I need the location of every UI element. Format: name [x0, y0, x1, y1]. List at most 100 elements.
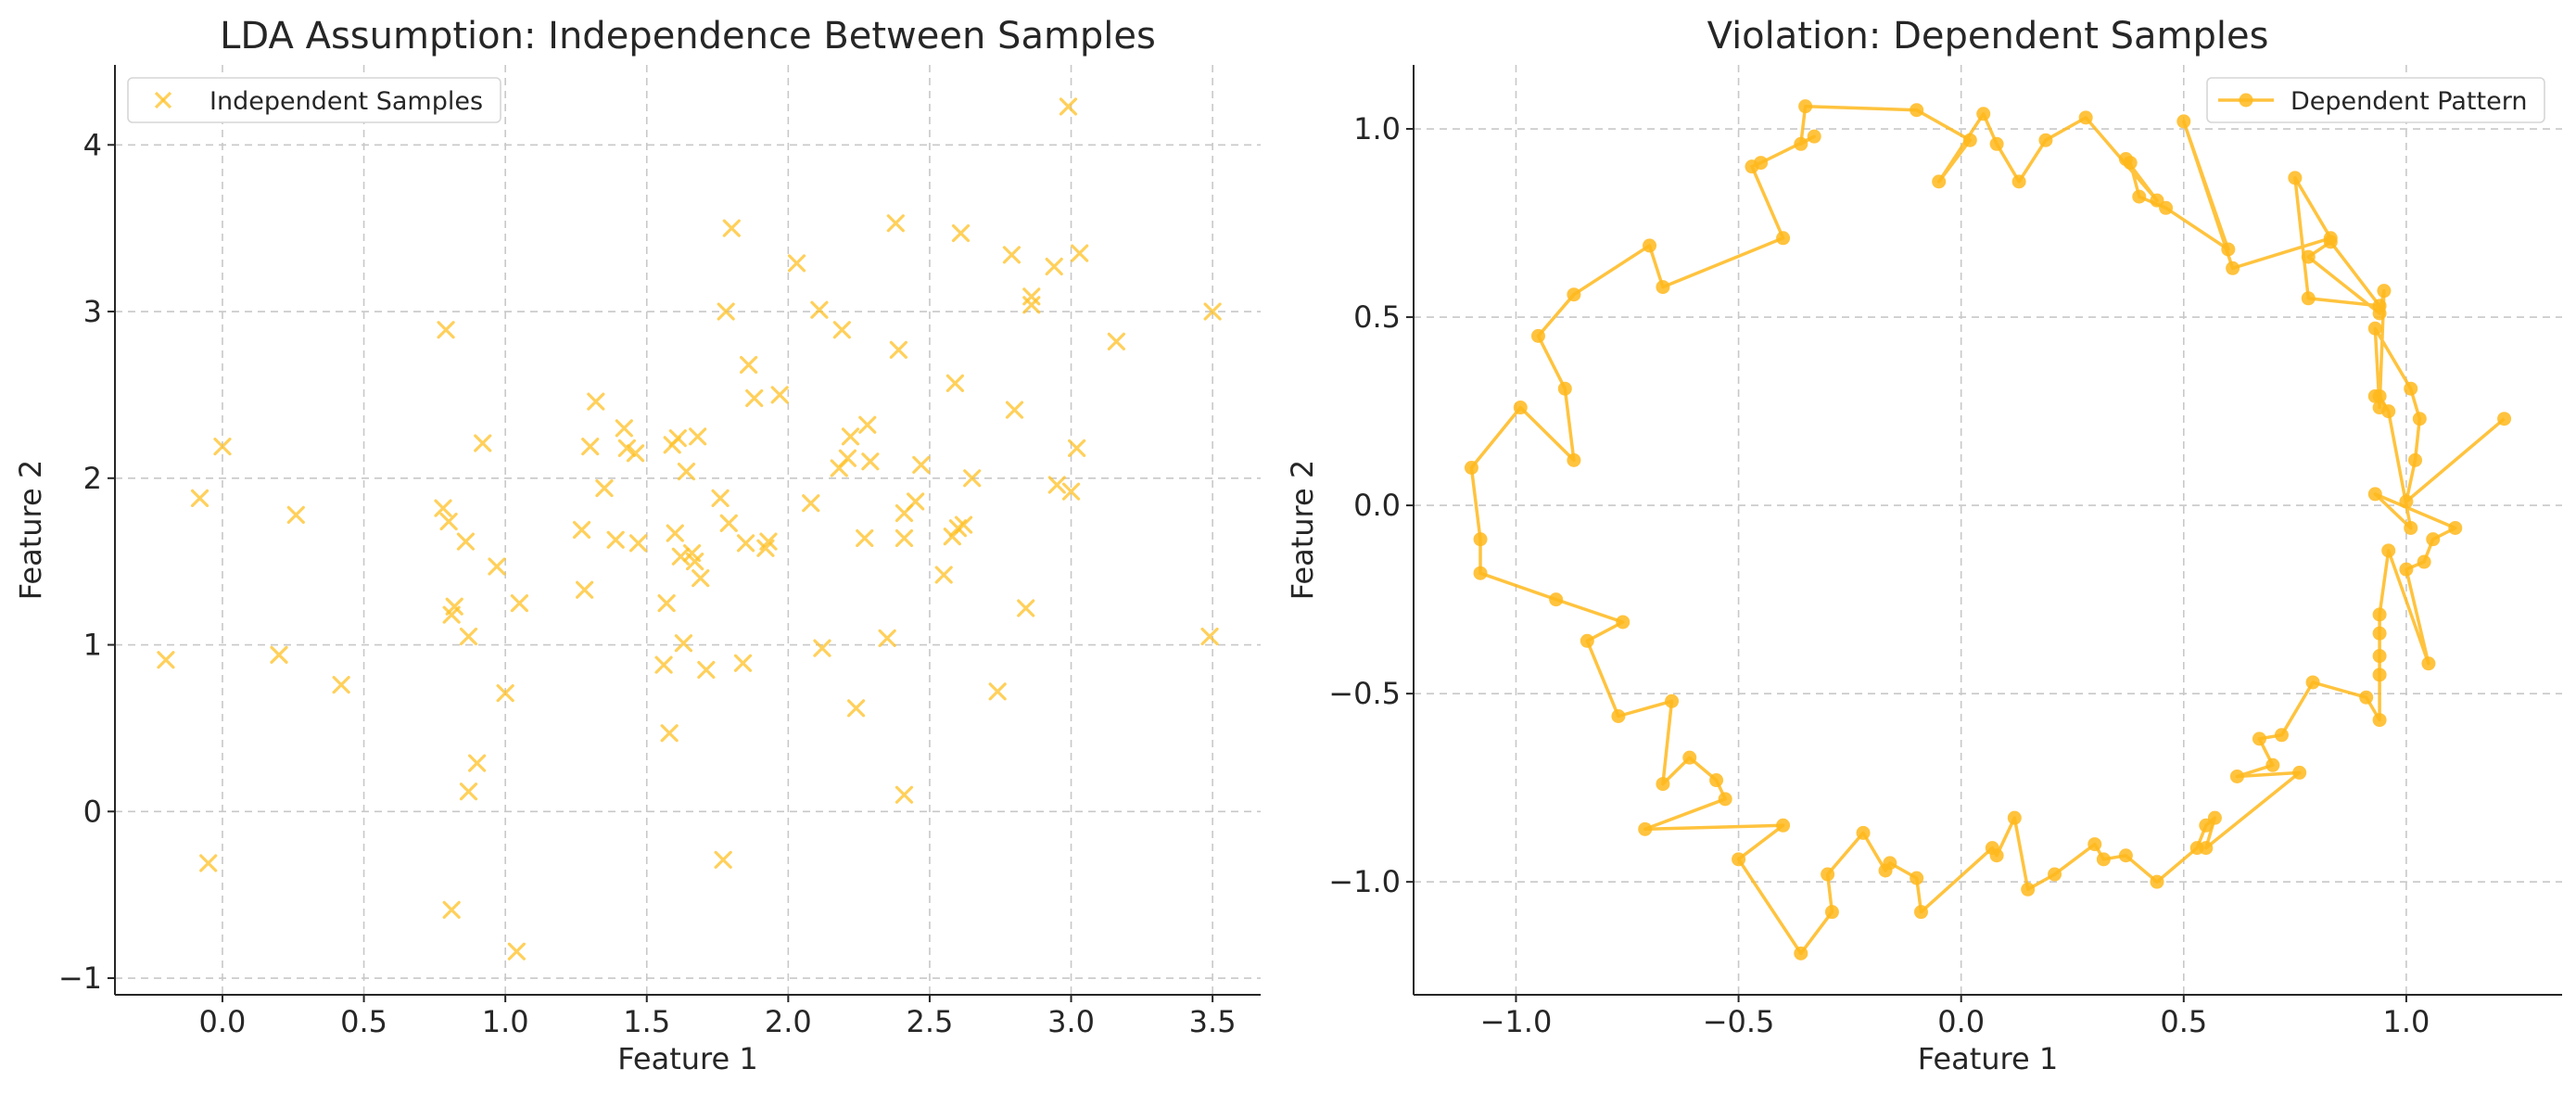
- data-point: [2221, 242, 2236, 257]
- data-point: [657, 593, 676, 613]
- data-point: [2497, 412, 2512, 426]
- right-chart-y-axis-label: Feature 2: [1285, 460, 1320, 600]
- left-chart-independent: LDA Assumption: Independence Between Sam…: [13, 15, 1261, 1076]
- data-point: [1732, 852, 1746, 867]
- data-point: [459, 782, 478, 801]
- data-point: [813, 639, 831, 657]
- data-point: [660, 724, 679, 743]
- data-point: [2367, 388, 2382, 403]
- data-point: [1071, 244, 1089, 262]
- data-point: [2087, 837, 2102, 852]
- data-point: [1656, 280, 1670, 295]
- data-point: [2048, 867, 2062, 882]
- x-tick-label: 3.0: [1047, 1004, 1095, 1039]
- x-tick-label: 3.5: [1189, 1004, 1237, 1039]
- data-point: [2367, 487, 2382, 502]
- data-point: [615, 419, 633, 438]
- data-point: [2372, 607, 2387, 622]
- x-tick-label: 0.5: [340, 1004, 387, 1039]
- data-point: [1200, 627, 1219, 646]
- data-point: [736, 534, 755, 553]
- right-chart-title: Violation: Dependent Samples: [1707, 15, 2269, 57]
- data-point: [2372, 668, 2387, 682]
- data-point: [740, 355, 758, 375]
- data-point: [1203, 302, 1222, 321]
- data-point: [2408, 452, 2423, 467]
- data-point: [1932, 174, 1947, 189]
- data-point: [2252, 731, 2266, 746]
- data-point: [2381, 543, 2396, 558]
- data-point: [838, 449, 857, 467]
- left-chart-axes: [114, 65, 1261, 996]
- data-point: [1798, 99, 1813, 114]
- data-point: [2096, 852, 2111, 867]
- data-point: [841, 427, 860, 446]
- data-point: [1989, 136, 2004, 151]
- data-point: [2150, 874, 2164, 889]
- y-tick-label: 0: [83, 794, 102, 829]
- data-point: [2381, 404, 2396, 419]
- data-point: [2372, 299, 2387, 313]
- data-point: [697, 660, 716, 680]
- data-point: [2118, 848, 2133, 863]
- left-chart-markers: [157, 97, 1222, 960]
- data-point: [1022, 296, 1041, 314]
- data-point: [617, 439, 636, 458]
- legend-box: [2206, 77, 2545, 123]
- x-tick-label: 1.0: [2382, 1004, 2430, 1039]
- data-point: [445, 597, 463, 616]
- y-tick-label: 1.0: [1353, 111, 1401, 146]
- data-point: [1549, 592, 1564, 607]
- data-point: [2229, 769, 2244, 783]
- data-point: [1745, 159, 1759, 174]
- x-tick-label: 0.5: [2160, 1004, 2207, 1039]
- data-point: [1047, 476, 1066, 494]
- data-point: [912, 455, 931, 474]
- data-point: [889, 340, 907, 359]
- right-chart-dependent: Violation: Dependent Samples −1.0 −0.5 0.0…: [1285, 15, 2562, 1076]
- data-point: [787, 254, 806, 273]
- y-tick-label: −1: [58, 960, 102, 996]
- data-point: [2426, 532, 2441, 547]
- data-point: [668, 429, 687, 448]
- data-point: [2323, 231, 2338, 246]
- data-point: [1989, 848, 2004, 863]
- x-tick-label: −1.0: [1480, 1004, 1553, 1039]
- data-point: [474, 434, 492, 452]
- data-point: [832, 321, 851, 339]
- data-point: [2292, 765, 2307, 780]
- data-point: [717, 302, 735, 321]
- right-chart-x-ticks: −1.0 −0.5 0.0 0.5 1.0: [1480, 995, 2430, 1039]
- x-tick-label: 0.0: [1937, 1004, 1985, 1039]
- data-point: [1557, 381, 1572, 396]
- legend-x-marker-icon: [154, 91, 172, 109]
- data-point: [507, 942, 526, 960]
- data-point: [439, 512, 458, 531]
- data-point: [2367, 321, 2382, 336]
- data-point: [595, 478, 614, 498]
- data-point: [1962, 133, 1977, 147]
- data-point: [963, 469, 982, 488]
- data-point: [1059, 97, 1078, 116]
- data-point: [1976, 107, 1991, 121]
- data-point: [1776, 818, 1791, 833]
- data-point: [2404, 381, 2418, 396]
- y-tick-label: 2: [83, 461, 102, 496]
- data-point: [213, 438, 232, 456]
- left-chart-x-ticks: 0.0 0.5 1.0 1.5 2.0 2.5 3.0 3.5: [199, 995, 1237, 1039]
- left-chart-y-axis-label: Feature 2: [13, 460, 48, 600]
- data-point: [2288, 171, 2303, 185]
- legend-box: [127, 77, 501, 123]
- data-point: [581, 438, 600, 456]
- data-point: [770, 386, 789, 404]
- data-point: [2359, 690, 2374, 705]
- data-point: [666, 524, 684, 542]
- data-point: [745, 388, 764, 408]
- data-point: [1473, 566, 1488, 580]
- data-point: [1068, 439, 1086, 458]
- x-tick-label: 1.0: [482, 1004, 529, 1039]
- right-chart-legend: Dependent Pattern: [2206, 77, 2545, 123]
- data-point: [856, 528, 874, 548]
- legend-label: Dependent Pattern: [2290, 87, 2527, 116]
- data-point: [2301, 291, 2316, 306]
